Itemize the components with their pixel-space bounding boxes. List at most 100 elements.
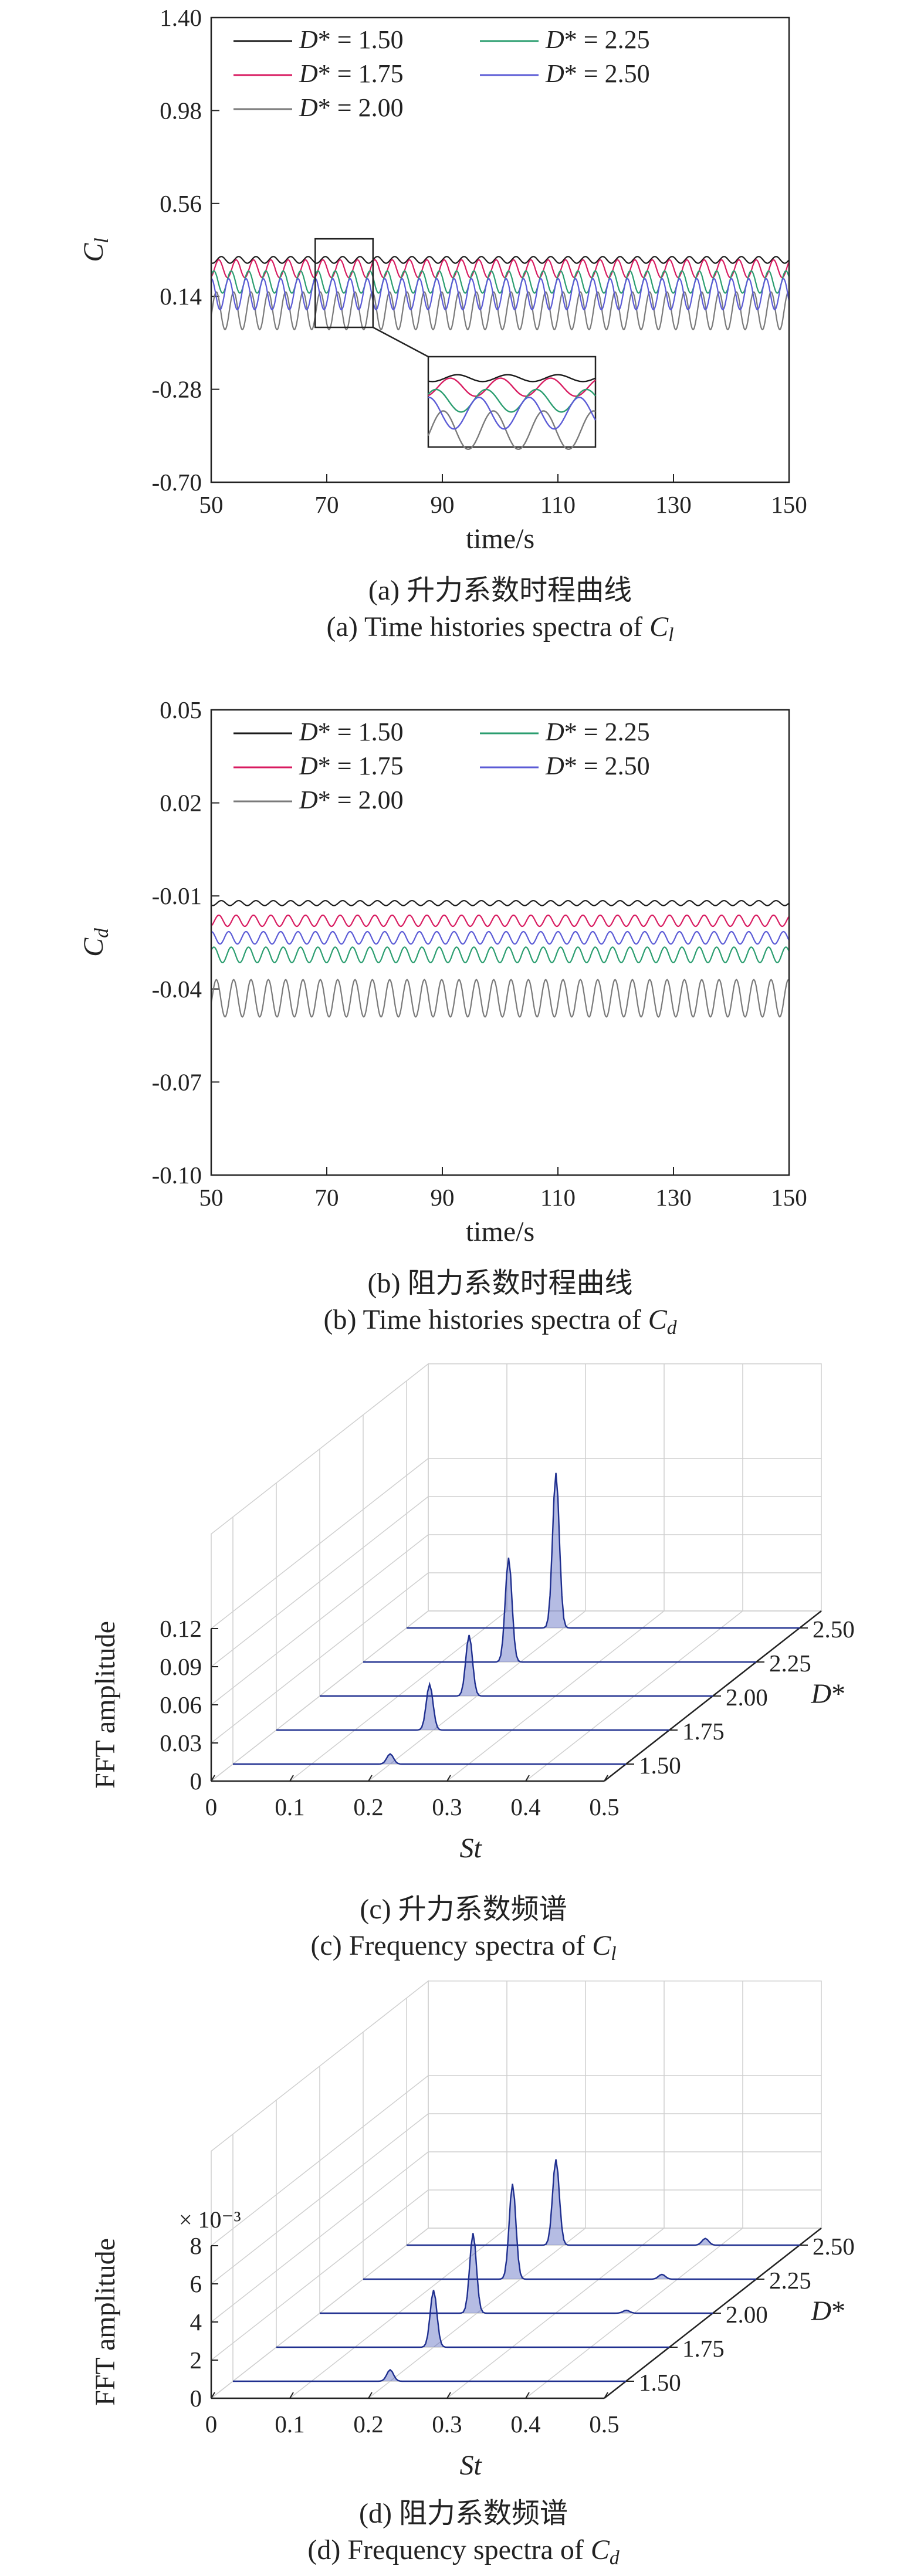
grid-line-st [289, 1363, 507, 1782]
y-tick-label: -0.04 [152, 976, 202, 1003]
d-axis-title-star: * [831, 1678, 845, 1710]
y-tick-label: 0.56 [160, 190, 202, 217]
x-tick-label: 50 [199, 1184, 224, 1211]
x-tick-label: 0.4 [510, 2411, 540, 2438]
x-tick-label: 110 [540, 491, 576, 518]
grid-line-z [211, 1458, 821, 1629]
grid-line-st [446, 1981, 665, 2399]
x-tick-label: 90 [431, 491, 455, 518]
caption-en-symbol: C [591, 2534, 610, 2565]
grid-line-z [211, 1534, 821, 1705]
y-tick-label: -0.01 [152, 882, 202, 909]
series-line-150 [212, 256, 788, 264]
caption-en: (b) Time histories spectra of Cd [323, 1304, 676, 1339]
legend-label-symbol: D [299, 59, 318, 88]
legend-label-symbol: D [299, 93, 318, 122]
series-line-175 [212, 914, 788, 928]
back-wall [428, 1363, 822, 1612]
y-tick-label: 0.14 [160, 283, 202, 310]
d-tick-label: 2.25 [769, 2267, 811, 2294]
legend-label: D* = 1.75 [299, 59, 404, 88]
legend-label-value: * = 2.00 [318, 786, 404, 814]
z-tick-label: 6 [190, 2270, 202, 2297]
caption-en-subscript: d [610, 2547, 620, 2569]
spectrum-line-250 [407, 2159, 800, 2246]
z-axis-title: FFT amplitude [90, 2238, 121, 2406]
caption-en-prefix: (a) Time histories spectra of [327, 611, 650, 642]
spectrum-line-175 [276, 2290, 669, 2348]
spectrum-line-150 [233, 2368, 626, 2382]
y-axis-title: Cl [78, 238, 113, 262]
x-axis-title: St [460, 2450, 483, 2481]
series-group [212, 900, 788, 1018]
y-tick-label: -0.28 [152, 376, 202, 403]
x-tick [289, 1775, 294, 1782]
x-tick-label: 50 [199, 491, 224, 518]
y-axis-title-subscript: d [91, 928, 113, 938]
legend-label-value: * = 2.25 [564, 717, 650, 746]
x-tick-label: 150 [771, 1184, 807, 1211]
legend: D* = 1.50D* = 1.75D* = 2.00D* = 2.25D* =… [233, 25, 650, 122]
zoom-region-box [314, 238, 374, 329]
x-tick-label: 0.4 [510, 1793, 540, 1820]
y-tick-label: -0.07 [152, 1068, 202, 1095]
inset-series-line [428, 374, 596, 382]
inset-series-line [428, 397, 597, 430]
legend-label-symbol: D [299, 786, 318, 814]
x-axis-title: St [460, 1833, 483, 1864]
back-wall [428, 1981, 822, 2229]
chart-2: 0 0.1 0.2 0.3 0.4 0.5 0 0.03 0.06 0.09 0.12 1.501.7… [90, 1363, 855, 1965]
legend-label: D* = 2.00 [299, 93, 404, 122]
legend-label-value: * = 2.50 [564, 59, 650, 88]
caption-en-symbol: C [648, 1304, 668, 1335]
x-tick-label: 0.3 [432, 1793, 462, 1820]
caption-en-subscript: l [611, 1943, 616, 1965]
x-tick-label: 130 [655, 491, 692, 518]
legend-label: D* = 2.50 [545, 752, 650, 780]
spectrum-line-225 [363, 2184, 756, 2280]
legend-label-value: * = 2.00 [318, 93, 404, 122]
series-line-200 [212, 979, 788, 1018]
d-axis-title-symbol: D [810, 2296, 831, 2327]
legend-label-symbol: D [299, 752, 318, 780]
caption-en-symbol: C [592, 1930, 611, 1961]
y-tick-label: -0.70 [152, 469, 202, 496]
x-tick-label: 130 [655, 1184, 692, 1211]
zoom-connector [373, 326, 429, 358]
legend-label-symbol: D [545, 59, 564, 88]
d-tick-label: 1.75 [682, 2335, 725, 2362]
series-line-250 [212, 930, 788, 945]
z-tick-label: 0.09 [160, 1653, 202, 1680]
z-tick-label: 4 [190, 2308, 202, 2335]
series-line-175 [212, 259, 788, 279]
spectrum-fill-250 [407, 2159, 800, 2245]
spectrum-line-200 [320, 1634, 713, 1697]
z-tick-label: 0.12 [160, 1615, 202, 1642]
legend-label-symbol: D [545, 717, 564, 746]
x-tick [368, 2392, 373, 2399]
d-tick-label: 2.00 [726, 1684, 768, 1711]
series-line-150 [212, 900, 788, 906]
caption-en-prefix: (d) Frequency spectra of [307, 2534, 590, 2565]
spectrum-line-200 [320, 2233, 713, 2314]
grid-line-z [211, 2151, 821, 2323]
legend-label-symbol: D [545, 25, 564, 54]
z-axis-title: FFT amplitude [90, 1621, 121, 1789]
z-tick-label: 0.03 [160, 1729, 202, 1756]
chart-1: 50 70 90 110 130 150 -0.10 -0.07 -0.04 -0.01 0.02 0… [78, 696, 807, 1339]
spectrum-line-150 [233, 1753, 626, 1765]
legend-label: D* = 1.50 [299, 717, 404, 746]
legend-label-value: * = 2.25 [564, 25, 650, 54]
x-tick-label: 0.1 [275, 1793, 304, 1820]
d-axis-title: D* [810, 2296, 845, 2327]
caption-cn: (a) 升力系数时程曲线 [368, 575, 632, 606]
series-group [212, 256, 788, 331]
spectrum-fill-150 [233, 2369, 626, 2381]
y-tick-label: -0.10 [152, 1162, 202, 1189]
inset-series-line [428, 377, 596, 397]
x-tick-label: 0 [205, 1793, 218, 1820]
plot-frame [210, 16, 790, 483]
caption-cn: (d) 阻力系数频谱 [359, 2498, 568, 2529]
spectrum-line-250 [407, 1473, 800, 1629]
series-line-225 [212, 270, 788, 294]
